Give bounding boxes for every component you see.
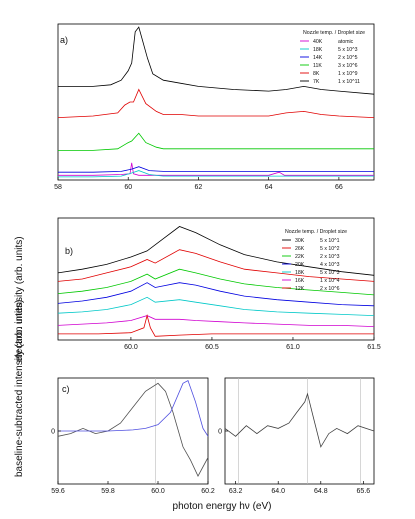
panel-label-b: b)	[65, 246, 73, 256]
legend-size-legend-b-3: 4 x 10^3	[320, 262, 340, 268]
legend-size-legend-a-5: 1 x 10^11	[338, 79, 360, 85]
panel-label-c: c)	[62, 384, 70, 394]
legend-temp-legend-b-3: 20K	[295, 262, 305, 268]
series-line-0-2	[58, 166, 374, 173]
legend-temp-legend-a-2: 14K	[313, 55, 323, 61]
series-line-1-2	[57, 268, 375, 296]
legend-temp-legend-b-5: 16K	[295, 278, 305, 284]
legend-size-legend-b-5: 1 x 10^4	[320, 278, 340, 284]
x-axis-title: photon energy hν (eV)	[173, 501, 272, 512]
series-line-0-0	[58, 162, 374, 176]
legend-size-legend-b-1: 5 x 10^2	[320, 246, 340, 252]
legend-temp-legend-a-0: 40K	[313, 39, 323, 45]
legend-size-legend-b-4: 5 x 10^3	[320, 270, 340, 276]
series-line-1-0	[57, 226, 375, 276]
legend-size-legend-b-6: 2 x 10^6	[320, 286, 340, 292]
x-tick-label-3-2: 64.8	[314, 488, 328, 495]
legend-size-legend-a-1: 5 x 10^3	[338, 47, 358, 53]
legend-title-b: Nozzle temp. / Droplet size	[285, 229, 347, 235]
y-tick-label-3-0: 0	[218, 429, 222, 436]
y-axis-title-bottom: baseline-subtracted intensity (arb. unit…	[14, 300, 25, 477]
panel-frame-3	[224, 377, 375, 485]
series-line-1-5	[57, 315, 375, 327]
series-line-1-1	[57, 249, 375, 282]
x-tick-label-3-3: 65.6	[357, 488, 371, 495]
legend-temp-legend-b-6: 12K	[295, 286, 305, 292]
legend-temp-legend-a-1: 18K	[313, 47, 323, 53]
series-line-1-6	[58, 314, 374, 337]
x-tick-label-2-0: 59.6	[51, 488, 65, 495]
legend-size-legend-a-3: 3 x 10^6	[338, 63, 358, 69]
y-tick-label-2-0: 0	[51, 429, 55, 436]
legend-temp-legend-a-5: 7K	[313, 79, 320, 85]
x-tick-label-3-1: 64.0	[271, 488, 285, 495]
panel-frame-1	[57, 217, 375, 341]
series-line-3-0	[224, 392, 375, 448]
x-tick-label-2-3: 60.2	[201, 488, 215, 495]
legend-size-legend-a-4: 1 x 10^9	[338, 71, 358, 77]
legend-temp-legend-a-3: 11K	[313, 63, 322, 69]
x-tick-label-2-2: 60.0	[151, 488, 165, 495]
legend-size-legend-a-2: 2 x 10^5	[338, 55, 358, 61]
legend-title-a: Nozzle temp. / Droplet size	[303, 30, 365, 36]
series-line-2-0	[57, 382, 209, 477]
legend-temp-legend-b-4: 18K	[295, 270, 305, 276]
legend-temp-legend-b-1: 26K	[295, 246, 305, 252]
series-line-0-3	[58, 132, 374, 151]
x-tick-label-0-4: 66	[335, 184, 343, 191]
y-axis-title-top: electron intensity (arb. units)	[14, 236, 25, 362]
x-tick-label-0-3: 64	[265, 184, 273, 191]
panel-label-a: a)	[60, 35, 68, 45]
legend-size-legend-a-0: atomic	[338, 39, 354, 45]
series-line-0-5	[58, 26, 375, 95]
panel-frame-0	[57, 23, 375, 181]
legend-size-legend-b-0: 5 x 10^1	[320, 238, 340, 244]
series-line-1-3	[57, 282, 375, 307]
x-tick-label-1-3: 61.5	[367, 344, 381, 351]
x-tick-label-1-0: 60.0	[124, 344, 138, 351]
legend-size-legend-b-2: 2 x 10^3	[320, 254, 340, 260]
x-tick-label-0-1: 60	[124, 184, 132, 191]
legend-temp-legend-b-0: 30K	[295, 238, 305, 244]
series-line-2-1	[58, 380, 209, 437]
series-line-0-4	[57, 88, 375, 118]
x-tick-label-0-0: 58	[54, 184, 62, 191]
x-tick-label-0-2: 62	[195, 184, 203, 191]
legend-temp-legend-b-2: 22K	[295, 254, 305, 260]
x-tick-label-3-0: 63.2	[229, 488, 243, 495]
x-tick-label-2-1: 59.8	[101, 488, 115, 495]
series-line-0-1	[58, 170, 374, 178]
x-tick-label-1-2: 61.0	[286, 344, 300, 351]
series-line-1-4	[57, 296, 375, 316]
legend-temp-legend-a-4: 8K	[313, 71, 320, 77]
x-tick-label-1-1: 60.5	[205, 344, 219, 351]
